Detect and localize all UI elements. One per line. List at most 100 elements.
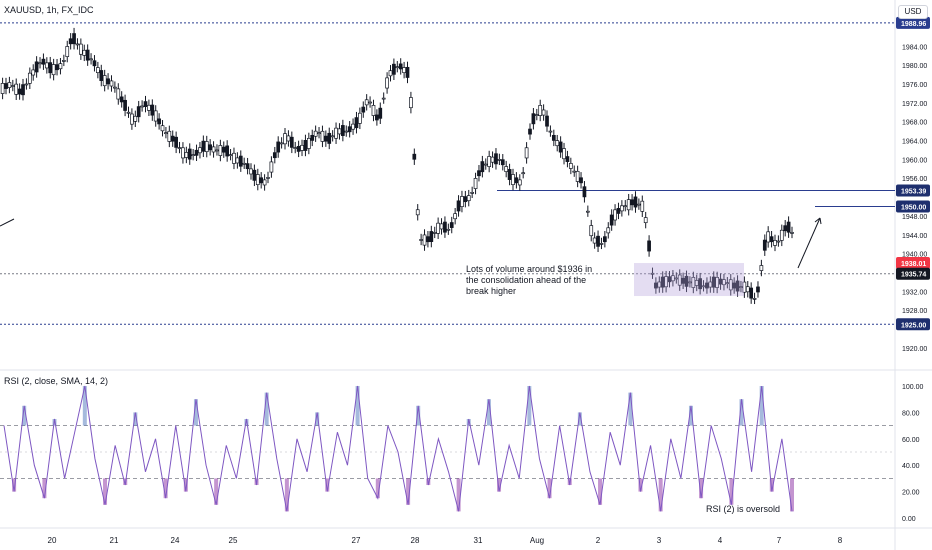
candle-body[interactable] [613,209,617,221]
candle-body[interactable] [698,278,702,290]
candle-body[interactable] [385,77,389,89]
candle-body[interactable] [715,277,719,288]
candle-body[interactable] [259,177,264,184]
candle-body[interactable] [528,128,532,135]
candle-body[interactable] [392,63,396,75]
candle-body[interactable] [657,281,662,288]
candle-body[interactable] [783,225,788,232]
candle-body[interactable] [208,144,213,151]
candle-body[interactable] [289,136,294,148]
candle-body[interactable] [375,114,379,121]
candle-body[interactable] [262,179,267,186]
candle-body[interactable] [296,145,301,152]
candle-body[interactable] [225,145,230,157]
candle-body[interactable] [504,166,509,172]
candle-body[interactable] [119,96,124,103]
candle-body[interactable] [232,152,236,164]
candle-body[interactable] [711,276,716,288]
candle-body[interactable] [419,239,423,241]
candle-body[interactable] [596,235,600,247]
rsi-indicator-label[interactable]: RSI (2, close, SMA, 14, 2) [4,376,109,386]
candle-body[interactable] [34,61,39,73]
candle-body[interactable] [150,104,155,116]
candle-body[interactable] [279,142,284,145]
candle-body[interactable] [592,237,597,244]
candle-body[interactable] [562,148,566,160]
candle-body[interactable] [660,276,665,288]
volume-note-text[interactable]: Lots of volume around $1936 in [466,264,592,274]
candle-body[interactable] [235,157,240,164]
candle-body[interactable] [575,170,580,182]
candle-body[interactable] [701,285,706,288]
candle-body[interactable] [667,276,672,283]
candle-body[interactable] [51,64,56,76]
candle-body[interactable] [759,265,764,271]
candle-body[interactable] [681,277,685,284]
candle-body[interactable] [187,148,192,160]
candle-body[interactable] [242,162,247,165]
candle-body[interactable] [354,117,359,129]
candle-body[interactable] [776,240,781,243]
candle-body[interactable] [337,128,342,135]
candle-body[interactable] [626,199,631,211]
candle-body[interactable] [742,281,747,293]
candle-body[interactable] [643,217,648,224]
candle-body[interactable] [460,196,464,208]
candle-body[interactable] [194,149,199,156]
candle-body[interactable] [449,222,454,228]
candle-body[interactable] [133,115,138,122]
candle-body[interactable] [388,70,393,77]
rsi-line[interactable] [3,385,793,512]
candle-body[interactable] [113,86,117,89]
candle-body[interactable] [123,99,127,111]
candle-body[interactable] [272,152,277,159]
candle-body[interactable] [341,125,345,136]
candle-body[interactable] [102,75,107,87]
candle-body[interactable] [551,134,556,141]
candle-body[interactable] [368,101,372,104]
candle-body[interactable] [378,107,383,119]
candle-body[interactable] [330,135,335,138]
trend-line-stub[interactable] [0,218,15,227]
candle-body[interactable] [654,282,658,289]
candle-body[interactable] [722,279,726,286]
candle-body[interactable] [545,115,549,127]
currency-button[interactable]: USD [898,5,928,19]
candle-body[interactable] [361,106,366,113]
candle-body[interactable] [306,138,311,149]
candle-body[interactable] [65,46,70,57]
candle-body[interactable] [688,281,692,284]
candle-body[interactable] [752,298,757,300]
candle-body[interactable] [470,192,475,194]
candle-body[interactable] [541,109,546,116]
candle-body[interactable] [609,214,614,226]
candle-body[interactable] [786,221,791,233]
candle-body[interactable] [773,240,777,246]
candle-body[interactable] [674,277,679,280]
candle-body[interactable] [565,156,570,162]
candle-body[interactable] [456,200,461,212]
candle-body[interactable] [671,275,675,282]
candle-body[interactable] [55,64,59,71]
candle-body[interactable] [443,221,447,233]
candle-body[interactable] [136,106,141,118]
candle-body[interactable] [58,63,63,70]
candle-body[interactable] [534,114,539,116]
candle-body[interactable] [463,196,468,203]
candle-body[interactable] [745,286,750,293]
candle-body[interactable] [694,280,699,286]
candle-body[interactable] [153,110,158,122]
candle-body[interactable] [283,133,287,145]
candle-body[interactable] [61,60,66,62]
candle-body[interactable] [99,70,104,81]
candle-body[interactable] [630,199,634,206]
candle-body[interactable] [769,236,774,243]
candle-body[interactable] [691,277,696,288]
candle-body[interactable] [238,155,243,167]
candle-body[interactable] [599,243,604,245]
candle-body[interactable] [483,163,488,166]
candle-body[interactable] [266,177,270,179]
candle-body[interactable] [344,130,349,133]
candle-body[interactable] [38,62,42,65]
